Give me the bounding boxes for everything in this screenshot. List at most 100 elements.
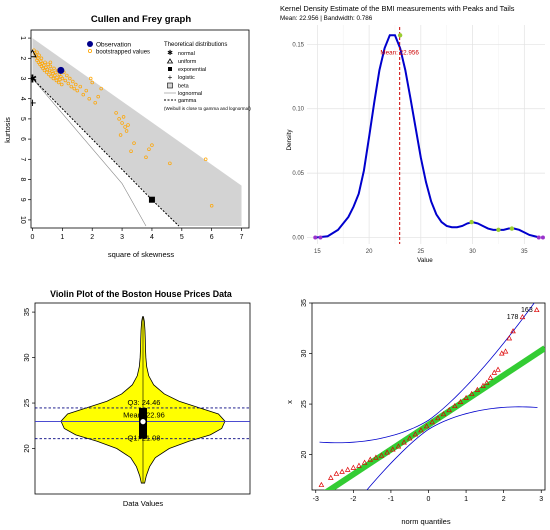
qq-point: [406, 435, 413, 441]
bootstrap-point: [40, 61, 44, 66]
kde-subtitle: Mean: 22.956 | Bandwidth: 0.786: [280, 15, 373, 22]
qq-point: [452, 402, 458, 409]
bootstrap-point: [144, 155, 148, 160]
legend-uniform-label: uniform: [178, 59, 197, 65]
y-tick-label: 8: [19, 178, 26, 182]
legend-observation-label: Observation: [96, 42, 131, 49]
bootstrap-point: [57, 80, 61, 85]
bootstrap-point: [50, 69, 54, 74]
gamma-line: [32, 78, 180, 227]
legend-normal-symbol: ✱: [167, 49, 173, 57]
bootstrap-point: [120, 121, 124, 125]
kde-peak-point: [496, 227, 501, 233]
bootstrap-point: [117, 117, 121, 121]
qq-point: [318, 481, 325, 487]
violin-median-point: [140, 419, 146, 425]
qq-x-label: norm quantiles: [401, 517, 450, 526]
x-tick-label: 3: [120, 234, 124, 241]
kde-tail-point: [540, 235, 545, 240]
y-tick-label: 1: [19, 36, 26, 40]
qq-y-tick-label: 30: [301, 350, 308, 358]
cullen-frey-title: Cullen and Frey graph: [91, 14, 191, 25]
bootstrap-point: [48, 60, 53, 65]
bootstrap-point: [150, 143, 154, 147]
qq-point-label: 163: [521, 307, 533, 314]
y-tick-label: 5: [19, 117, 26, 121]
qq-point: [412, 431, 419, 437]
bootstrap-point: [43, 60, 47, 65]
bootstrap-point: [68, 76, 72, 81]
kde-plot-background: [307, 25, 545, 244]
uniform-point: [31, 49, 37, 58]
violin-q3-label: Q3: 24.46: [128, 398, 161, 407]
violin-x-label: Data Values: [123, 499, 164, 508]
qq-reference-line: [324, 345, 545, 490]
bootstrap-point: [96, 94, 100, 99]
normal-point: ✱: [28, 73, 37, 85]
bootstrap-point: [49, 74, 53, 79]
bootstrap-point: [75, 88, 80, 93]
qq-x-tick-label: -1: [388, 496, 394, 503]
bootstrap-point: [123, 125, 127, 129]
qq-point: [533, 306, 540, 313]
qq-point: [350, 464, 357, 470]
bootstrap-point: [88, 76, 93, 81]
bootstrap-point: [63, 78, 68, 83]
bootstrap-point: [52, 66, 56, 71]
qq-x-tick-label: 2: [502, 496, 506, 503]
bootstrap-point: [60, 82, 64, 87]
bootstrap-point: [69, 84, 74, 89]
legend-beta-label: beta: [178, 84, 190, 90]
legend-bootstrap-label: bootstrapped values: [96, 50, 150, 56]
qq-point: [483, 379, 490, 385]
y-tick-label: 10: [19, 216, 26, 224]
bootstrap-point: [72, 86, 77, 91]
qq-point: [327, 474, 334, 480]
qq-point: [480, 382, 486, 388]
qq-point: [487, 374, 494, 380]
qq-plot-area: [318, 303, 545, 490]
bootstrap-point: [54, 70, 58, 75]
bootstrap-point: [60, 76, 65, 81]
qq-point: [423, 423, 430, 429]
violin-mean-label: Mean: 22.96: [123, 411, 165, 420]
qq-point: [435, 415, 441, 421]
y-tick-label: 4: [19, 97, 26, 101]
qq-point: [339, 468, 345, 474]
qq-point: [333, 470, 340, 476]
kde-title: Kernel Density Estimate of the BMI measu…: [280, 4, 515, 13]
violin-y-tick-label: 30: [22, 353, 31, 361]
bootstrap-point: [39, 56, 44, 61]
cullen-frey-plot-area: ✱+: [28, 38, 242, 227]
legend-lognormal-label: lognormal: [178, 91, 202, 97]
qq-point: [418, 427, 424, 433]
exponential-point: [148, 196, 155, 203]
kde-x-tick-label: 35: [521, 249, 528, 255]
qq-point: [367, 456, 374, 462]
qq-point: [440, 411, 447, 417]
bootstrap-point: [37, 53, 41, 58]
qq-point: [474, 386, 481, 392]
bootstrap-point: [53, 73, 57, 78]
bootstrap-point: [121, 115, 126, 119]
qq-x-tick-label: 3: [539, 496, 543, 503]
kde-x-tick-label: 25: [417, 249, 424, 255]
cullen-frey-panel: Cullen and Frey graph square of skewness…: [3, 14, 251, 259]
qq-y-tick-label: 20: [301, 451, 308, 459]
qq-point: [344, 466, 351, 472]
qq-y-tick-label: 35: [301, 299, 308, 307]
kde-mean-label: Mean: 22.956: [380, 50, 419, 57]
bootstrap-point: [90, 80, 94, 85]
qq-point: [506, 335, 513, 341]
bootstrap-point: [36, 56, 40, 61]
qq-x-tick-label: 1: [464, 496, 468, 503]
bootstrap-point: [65, 73, 69, 78]
bootstrap-point: [42, 68, 47, 73]
kde-peak-point: [509, 226, 515, 231]
x-tick-label: 7: [240, 234, 244, 241]
kde-x-tick-label: 30: [469, 249, 476, 255]
legend-uniform-symbol: [166, 58, 174, 64]
qq-point: [356, 462, 362, 468]
bootstrap-point: [203, 157, 208, 162]
